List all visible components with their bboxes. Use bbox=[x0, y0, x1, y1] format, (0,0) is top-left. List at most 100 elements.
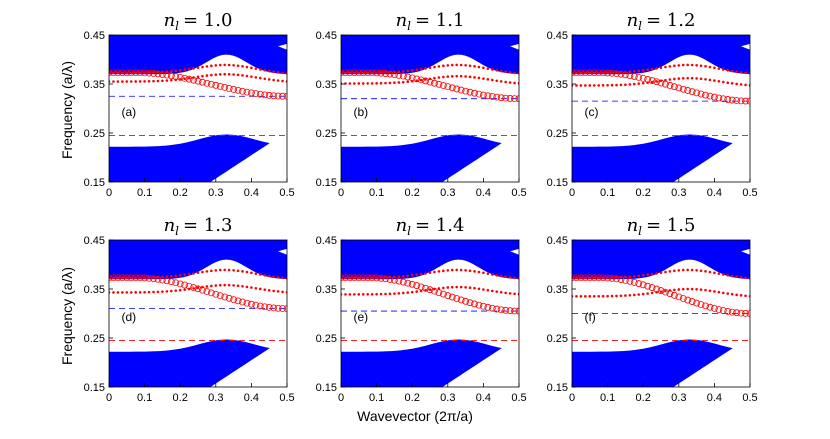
guided-mode-marker bbox=[364, 274, 372, 282]
mode-dot-upper bbox=[214, 269, 218, 272]
guided-mode-marker bbox=[413, 282, 421, 289]
mode-dot-lower bbox=[624, 294, 627, 297]
mode-dot-upper bbox=[513, 276, 516, 280]
mode-dot-lower bbox=[272, 78, 275, 82]
guided-mode-marker bbox=[256, 90, 264, 98]
guided-mode-marker bbox=[373, 274, 381, 282]
mode-dot-upper bbox=[165, 275, 169, 278]
x-tick-label: 0.2 bbox=[636, 187, 651, 199]
mode-dot-lower bbox=[227, 283, 231, 287]
guided-mode-marker bbox=[342, 69, 349, 77]
y-tick-label: 0.25 bbox=[84, 333, 105, 345]
mode-dot-lower bbox=[575, 295, 578, 298]
mode-dot-upper bbox=[491, 273, 494, 276]
mode-dot-lower bbox=[415, 290, 418, 293]
mode-dot-lower bbox=[513, 292, 516, 296]
guided-mode-marker bbox=[702, 91, 709, 99]
mode-dot-lower bbox=[165, 79, 169, 82]
mode-dot-upper bbox=[370, 276, 374, 279]
upper-band-notch bbox=[741, 43, 750, 50]
mode-dot-lower bbox=[468, 75, 472, 79]
title-value: = 1.4 bbox=[415, 215, 464, 236]
guided-mode-marker bbox=[110, 69, 117, 77]
mode-dot-upper bbox=[183, 68, 186, 72]
mode-dot-upper bbox=[673, 64, 676, 68]
mode-dot-upper bbox=[138, 71, 142, 74]
mode-dot-lower bbox=[357, 293, 361, 296]
mode-dot-lower bbox=[353, 82, 356, 85]
guided-mode-marker bbox=[724, 96, 732, 103]
mode-dot-upper bbox=[112, 276, 115, 280]
mode-dot-upper bbox=[508, 71, 512, 74]
guided-mode-marker bbox=[390, 276, 398, 284]
mode-dot-lower bbox=[619, 83, 623, 87]
guided-mode-marker bbox=[635, 280, 643, 287]
guided-mode-marker bbox=[444, 292, 452, 299]
mode-dot-lower bbox=[138, 80, 142, 83]
mode-dot-upper bbox=[610, 71, 614, 74]
guided-mode-marker bbox=[158, 276, 166, 284]
mode-dot-lower bbox=[263, 288, 267, 291]
mode-dot-upper bbox=[708, 65, 712, 69]
mode-dot-lower bbox=[116, 291, 120, 294]
guided-mode-marker bbox=[274, 92, 282, 100]
mode-dot-upper bbox=[592, 71, 596, 74]
guided-mode-marker bbox=[662, 288, 669, 296]
mode-dot-lower bbox=[384, 81, 387, 85]
mode-dot-upper bbox=[397, 275, 401, 278]
upper-band-notch bbox=[741, 248, 750, 255]
mode-dot-lower bbox=[610, 83, 614, 87]
mode-dot-upper bbox=[450, 268, 454, 272]
mode-dot-lower bbox=[473, 76, 476, 79]
guided-mode-marker bbox=[145, 274, 153, 282]
mode-dot-lower bbox=[375, 292, 378, 296]
y-tick-label: 0.15 bbox=[547, 177, 568, 189]
guided-mode-marker bbox=[724, 307, 732, 315]
guided-mode-marker bbox=[746, 97, 750, 105]
guided-mode-marker bbox=[279, 92, 286, 100]
mode-dot-lower bbox=[584, 84, 587, 87]
mode-dot-upper bbox=[384, 71, 387, 74]
mode-dot-upper bbox=[681, 63, 685, 67]
guided-mode-marker bbox=[488, 304, 496, 312]
guided-mode-marker bbox=[216, 82, 224, 90]
mode-dot-lower bbox=[361, 293, 365, 296]
mode-dot-upper bbox=[499, 274, 503, 278]
guided-mode-marker bbox=[426, 286, 434, 294]
plot-frame bbox=[340, 34, 520, 183]
mode-dot-upper bbox=[446, 269, 450, 272]
mode-dot-lower bbox=[504, 291, 507, 295]
guided-mode-marker bbox=[181, 281, 189, 289]
mode-dot-upper bbox=[717, 272, 721, 275]
mode-dot-lower bbox=[397, 81, 401, 84]
guided-mode-marker bbox=[359, 274, 367, 282]
x-tick-label: 0.3 bbox=[671, 187, 686, 199]
mode-dot-lower bbox=[584, 295, 587, 298]
guided-mode-marker bbox=[471, 300, 478, 308]
mode-dot-lower bbox=[419, 78, 423, 82]
mode-dot-lower bbox=[370, 292, 374, 296]
mode-dot-upper bbox=[606, 71, 609, 74]
mode-dot-lower bbox=[504, 80, 507, 84]
mode-dot-lower bbox=[668, 78, 672, 81]
guided-mode-marker bbox=[216, 292, 224, 300]
mode-dot-upper bbox=[628, 275, 632, 278]
mode-dot-upper bbox=[579, 276, 583, 280]
guided-mode-marker bbox=[590, 69, 598, 77]
mode-dot-lower bbox=[677, 288, 681, 291]
mode-dot-upper bbox=[366, 71, 370, 74]
lower-band-cutout bbox=[673, 347, 750, 387]
x-tick-label: 0.5 bbox=[279, 392, 294, 404]
guided-mode-marker bbox=[190, 284, 197, 291]
mode-dot-upper bbox=[116, 276, 120, 280]
upper-band-region bbox=[572, 35, 750, 75]
guided-mode-marker bbox=[475, 301, 483, 309]
mode-dot-upper bbox=[241, 65, 244, 68]
guided-mode-marker bbox=[368, 69, 376, 77]
mode-dot-upper bbox=[468, 269, 472, 273]
guided-mode-marker bbox=[270, 304, 278, 312]
y-tick-label: 0.25 bbox=[316, 333, 337, 345]
mode-dot-upper bbox=[152, 71, 155, 74]
mode-dot-lower bbox=[735, 82, 738, 86]
